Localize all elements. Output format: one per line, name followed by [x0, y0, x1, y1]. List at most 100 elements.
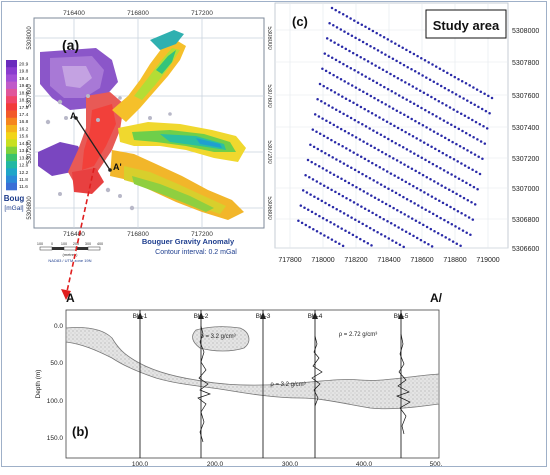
survey-point: [402, 195, 405, 199]
survey-point: [383, 235, 387, 238]
survey-point: [412, 102, 416, 106]
survey-point: [364, 75, 367, 78]
survey-point: [420, 56, 423, 60]
survey-point: [456, 160, 459, 163]
colorbar-swatch: [6, 81, 17, 90]
survey-point: [318, 82, 322, 86]
survey-point: [351, 183, 354, 187]
survey-point: [467, 216, 471, 219]
survey-point: [441, 102, 444, 105]
survey-point: [400, 178, 404, 182]
survey-point: [466, 99, 469, 102]
survey-point: [368, 226, 372, 230]
survey-point: [409, 100, 412, 103]
survey-point: [297, 219, 300, 223]
survey-point: [346, 32, 350, 35]
survey-point: [382, 118, 385, 121]
survey-point: [357, 220, 361, 224]
survey-point: [364, 174, 368, 178]
survey-point: [427, 160, 431, 164]
survey-point: [431, 162, 435, 166]
survey-point: [391, 57, 395, 61]
survey-point: [349, 17, 352, 20]
survey-point: [365, 92, 369, 96]
scale-tick-3: 100: [61, 242, 67, 246]
survey-point: [331, 106, 334, 109]
survey-point: [341, 244, 345, 248]
colorbar-swatch: [6, 161, 17, 169]
survey-point: [330, 138, 333, 142]
survey-point: [436, 132, 439, 135]
survey-point: [359, 105, 363, 109]
survey-point: [427, 61, 430, 64]
survey-point: [401, 228, 404, 231]
map-subtitle: Contour interval: 0.2 mGal: [155, 249, 237, 256]
scale-unit: (metres): [63, 252, 79, 257]
survey-point: [340, 45, 344, 49]
colorbar-swatch: [6, 67, 17, 75]
survey-point: [442, 69, 445, 73]
survey-point: [325, 219, 329, 222]
borehole-label-5: BH-5: [394, 313, 409, 320]
survey-point: [420, 156, 424, 160]
survey-point: [418, 171, 421, 175]
survey-point: [429, 128, 432, 131]
survey-point: [370, 62, 374, 65]
survey-point: [387, 55, 391, 58]
survey-point: [308, 225, 311, 229]
survey-point: [350, 216, 353, 219]
x-tick-bottom-2: 716800: [127, 231, 149, 238]
scale-tick-6: 400: [97, 242, 103, 246]
survey-point: [404, 81, 407, 84]
survey-point: [427, 110, 431, 114]
survey-point: [331, 205, 335, 209]
survey-point: [372, 179, 375, 182]
survey-point: [334, 190, 337, 194]
colorbar-title: Boug: [4, 194, 25, 203]
survey-point: [417, 121, 421, 125]
colorbar-swatch: [6, 74, 17, 82]
survey-point: [356, 153, 359, 156]
colorbar-swatch: [6, 110, 17, 119]
survey-point: [386, 219, 389, 223]
survey-point: [452, 207, 456, 211]
survey-point: [339, 210, 342, 213]
panel-c: (c) Study area 5308000 5307800 5307600 5…: [272, 0, 550, 272]
profile-end-a-prime: A/: [430, 291, 443, 305]
colorbar-swatch: [6, 125, 17, 133]
survey-point: [457, 227, 461, 230]
colorbar-swatch: [6, 117, 17, 126]
survey-point: [413, 152, 416, 155]
survey-point: [305, 191, 309, 194]
survey-point: [415, 236, 419, 240]
colorbar: 20.9 19.819.419.018.6 18.217.817.416.816.2…: [6, 60, 29, 191]
survey-point: [354, 36, 357, 40]
survey-point: [324, 69, 328, 73]
survey-point: [377, 148, 380, 152]
survey-point: [441, 151, 445, 155]
survey-point: [485, 127, 489, 130]
c-y-tick-3: 5307600: [512, 93, 539, 100]
survey-point: [442, 119, 446, 122]
survey-point: [394, 141, 397, 145]
survey-point: [390, 90, 394, 93]
survey-point: [334, 240, 337, 243]
y-tick-right-4: 5306800: [266, 196, 272, 220]
survey-point: [299, 204, 303, 207]
survey-point: [412, 184, 415, 188]
survey-point: [303, 206, 306, 209]
survey-point: [388, 204, 392, 208]
section-x-tick-3: 300.0: [282, 461, 299, 468]
survey-point: [398, 143, 401, 147]
survey-point: [395, 159, 399, 162]
survey-point: [331, 156, 334, 159]
colorbar-swatch: [6, 88, 17, 97]
survey-point: [343, 30, 346, 33]
survey-point: [438, 67, 442, 70]
survey-point: [468, 84, 471, 87]
survey-point: [322, 84, 325, 88]
survey-point: [380, 51, 383, 54]
survey-point: [429, 178, 432, 181]
survey-point: [411, 135, 415, 138]
survey-point: [448, 106, 452, 109]
